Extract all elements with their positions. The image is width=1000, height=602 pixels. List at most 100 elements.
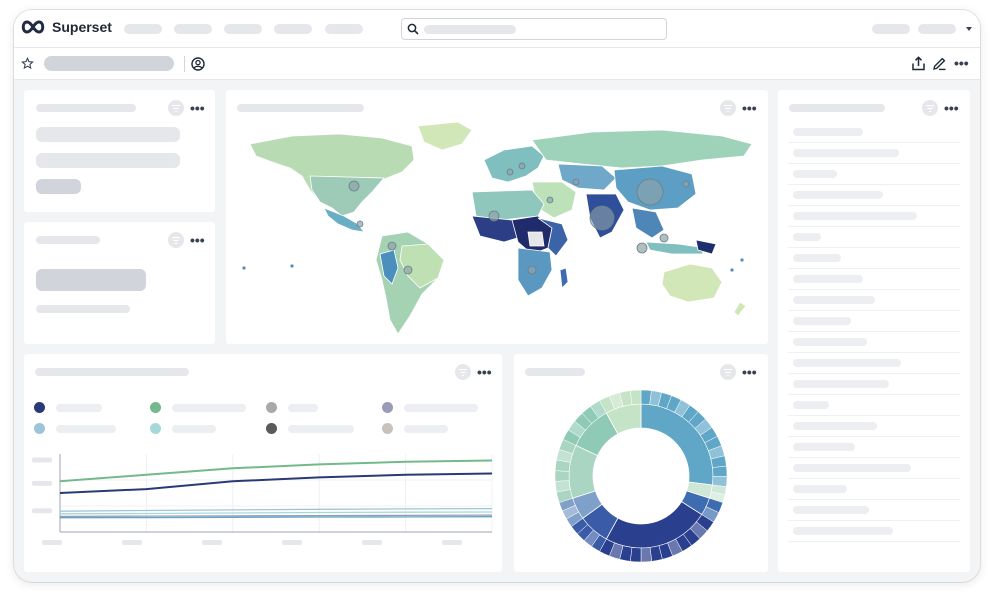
line-chart[interactable] (30, 450, 496, 550)
brand[interactable]: Superset (20, 19, 112, 35)
more-options-icon[interactable]: ••• (954, 55, 969, 71)
series-line-3[interactable] (59, 507, 493, 512)
list-row[interactable] (788, 353, 960, 374)
list-row[interactable] (788, 332, 960, 353)
map-region-australia[interactable] (661, 263, 723, 303)
list-row[interactable] (788, 164, 960, 185)
map-bubble[interactable] (403, 265, 413, 275)
share-upload-icon[interactable] (911, 56, 926, 71)
series-line-2[interactable] (59, 472, 493, 494)
list-row[interactable] (788, 458, 960, 479)
dashboard-title[interactable] (44, 56, 174, 71)
nav-item-4[interactable] (274, 24, 312, 34)
map-region-madagascar[interactable] (559, 267, 569, 289)
more-options-icon[interactable]: ••• (742, 364, 757, 380)
legend-marker[interactable] (266, 423, 277, 434)
list-row[interactable] (788, 206, 960, 227)
map-region-andes[interactable] (379, 249, 399, 285)
map-bubble[interactable] (682, 180, 690, 188)
legend-marker[interactable] (150, 402, 161, 413)
nav-item-5[interactable] (325, 24, 363, 34)
legend-marker[interactable] (266, 402, 277, 413)
nav-right-item-2[interactable] (918, 24, 956, 34)
map-bubble[interactable] (518, 162, 526, 170)
list-row[interactable] (788, 143, 960, 164)
map-bubble[interactable] (572, 178, 580, 186)
sunburst-chart[interactable] (551, 386, 731, 566)
list-row[interactable] (788, 185, 960, 206)
nav-right-item-1[interactable] (872, 24, 910, 34)
filter-icon[interactable] (720, 100, 736, 116)
more-options-icon[interactable]: ••• (190, 100, 205, 116)
map-region-europe[interactable] (483, 145, 545, 183)
map-bubble[interactable] (356, 220, 364, 228)
map-bubble[interactable] (242, 266, 246, 270)
list-row[interactable] (788, 290, 960, 311)
legend-marker[interactable] (382, 423, 393, 434)
world-map-chart[interactable] (232, 120, 762, 340)
nav-item-1[interactable] (124, 24, 162, 34)
more-options-icon[interactable]: ••• (190, 232, 205, 248)
more-options-icon[interactable]: ••• (944, 100, 959, 116)
list-row[interactable] (788, 248, 960, 269)
more-options-icon[interactable]: ••• (477, 364, 492, 380)
list-row[interactable] (788, 374, 960, 395)
list-row[interactable] (788, 437, 960, 458)
map-bubble[interactable] (589, 205, 615, 231)
map-region-west-africa[interactable] (471, 215, 525, 243)
list-row[interactable] (788, 122, 960, 143)
nav-item-3[interactable] (224, 24, 262, 34)
list-row[interactable] (788, 521, 960, 542)
series-line-4[interactable] (59, 511, 493, 515)
search-input[interactable] (401, 18, 667, 40)
map-region-brazil[interactable] (399, 243, 445, 289)
caret-down-icon[interactable] (966, 27, 972, 31)
map-bubble[interactable] (730, 268, 734, 272)
sunburst-slice-outer[interactable] (554, 470, 570, 482)
more-options-icon[interactable]: ••• (742, 100, 757, 116)
sunburst-slice-outer[interactable] (640, 547, 653, 563)
filter-icon[interactable] (720, 364, 736, 380)
map-region-north-africa[interactable] (471, 189, 545, 221)
nav-item-2[interactable] (174, 24, 212, 34)
map-bubble[interactable] (506, 168, 514, 176)
star-icon[interactable] (21, 57, 34, 70)
map-bubble[interactable] (348, 180, 360, 192)
map-bubble[interactable] (636, 242, 648, 254)
map-region-indonesia[interactable] (645, 241, 707, 255)
map-bubble[interactable] (290, 264, 294, 268)
legend-marker[interactable] (34, 423, 45, 434)
filter-icon[interactable] (455, 364, 471, 380)
map-bubble[interactable] (387, 241, 397, 251)
map-region-russia[interactable] (531, 129, 753, 169)
legend-marker[interactable] (150, 423, 161, 434)
series-line-5[interactable] (59, 514, 493, 518)
map-region-east-africa[interactable] (537, 217, 569, 257)
map-bubble[interactable] (659, 233, 669, 243)
map-bubble[interactable] (527, 265, 537, 275)
map-region-mexico[interactable] (323, 207, 365, 233)
list-row[interactable] (788, 311, 960, 332)
map-bubble[interactable] (636, 178, 664, 206)
map-bubble[interactable] (546, 196, 554, 204)
user-circle-icon[interactable] (191, 57, 205, 71)
sunburst-slice-outer[interactable] (629, 389, 642, 405)
series-line-1[interactable] (59, 459, 493, 483)
map-region-central-asia[interactable] (557, 163, 617, 191)
list-row[interactable] (788, 395, 960, 416)
filter-icon[interactable] (168, 232, 184, 248)
map-region-new-zealand[interactable] (733, 301, 747, 317)
map-region-southeast-asia[interactable] (631, 207, 665, 239)
map-bubble[interactable] (488, 210, 500, 222)
map-region-papua[interactable] (695, 239, 717, 255)
list-row[interactable] (788, 416, 960, 437)
legend-marker[interactable] (382, 402, 393, 413)
list-row[interactable] (788, 227, 960, 248)
map-region-greenland[interactable] (417, 121, 473, 151)
series-line-6[interactable] (59, 516, 493, 519)
map-region-drc[interactable] (527, 231, 545, 247)
list-row[interactable] (788, 479, 960, 500)
filter-icon[interactable] (922, 100, 938, 116)
legend-marker[interactable] (34, 402, 45, 413)
filter-icon[interactable] (168, 100, 184, 116)
